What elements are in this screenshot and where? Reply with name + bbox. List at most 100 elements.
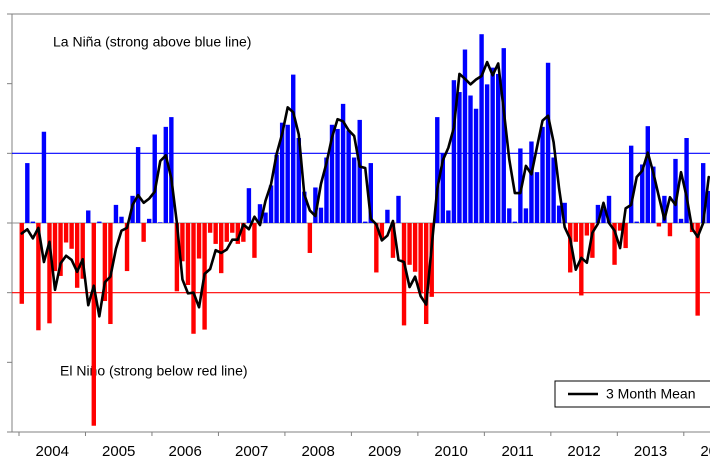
- bar: [540, 126, 545, 223]
- bar: [219, 223, 224, 274]
- bar: [313, 187, 318, 223]
- bar: [19, 223, 24, 304]
- x-tick-label: 2005: [102, 443, 135, 460]
- x-tick-label: 2013: [634, 443, 667, 460]
- bar: [706, 190, 710, 223]
- bar: [58, 223, 63, 276]
- bar: [584, 223, 590, 236]
- bar: [69, 223, 74, 249]
- bar: [163, 126, 169, 223]
- bar: [700, 163, 706, 223]
- bar: [296, 138, 301, 223]
- bar: [473, 108, 479, 223]
- bar: [695, 223, 700, 316]
- x-tick-label: 2014: [700, 443, 710, 460]
- bar: [440, 153, 446, 223]
- bar: [628, 145, 634, 223]
- bar: [401, 223, 407, 326]
- bar: [274, 154, 279, 223]
- bar: [457, 92, 462, 223]
- bar: [518, 148, 523, 223]
- bar: [634, 221, 639, 223]
- bar: [207, 223, 213, 233]
- bar: [468, 95, 473, 223]
- bar: [545, 62, 551, 224]
- bar: [568, 223, 573, 273]
- bar: [74, 223, 80, 288]
- bar: [396, 195, 401, 223]
- bar: [357, 119, 362, 223]
- bar: [285, 124, 290, 223]
- bar: [191, 223, 196, 334]
- bar: [595, 204, 601, 223]
- bar: [340, 103, 346, 223]
- bar: [224, 223, 229, 242]
- bar: [379, 223, 385, 239]
- bar: [52, 223, 58, 272]
- bar: [501, 48, 506, 224]
- bar: [612, 223, 617, 265]
- bar: [623, 223, 628, 249]
- bar: [551, 157, 556, 223]
- bar: [47, 223, 52, 324]
- bar: [534, 172, 540, 223]
- bar: [507, 208, 512, 223]
- mean-line: [20, 60, 710, 318]
- bar: [63, 223, 69, 243]
- bar: [97, 221, 102, 223]
- bar: [196, 223, 202, 259]
- bar: [91, 223, 96, 426]
- bar: [479, 34, 484, 223]
- bar: [418, 223, 423, 294]
- x-tick-label: 2012: [567, 443, 600, 460]
- bar: [230, 223, 235, 233]
- bar: [169, 117, 174, 223]
- bar: [146, 218, 152, 223]
- bar: [512, 221, 518, 223]
- bar: [135, 147, 141, 223]
- bar: [462, 49, 468, 223]
- bar: [80, 223, 85, 279]
- bar: [25, 163, 30, 223]
- bar: [601, 208, 606, 223]
- x-tick-label: 2006: [169, 443, 202, 460]
- annotation: El Niño (strong below red line): [60, 363, 248, 379]
- bar: [307, 223, 313, 253]
- bar: [302, 191, 307, 223]
- bar: [423, 223, 429, 325]
- bar: [651, 166, 656, 223]
- bar: [667, 223, 673, 237]
- bar: [124, 223, 130, 272]
- bar: [257, 204, 263, 223]
- bar: [346, 130, 351, 223]
- bar: [268, 185, 274, 223]
- annotation: La Niña (strong above blue line): [53, 34, 251, 50]
- bar: [36, 223, 41, 331]
- legend-label: 3 Month Mean: [606, 386, 696, 402]
- bar: [390, 223, 396, 258]
- bar: [451, 80, 457, 223]
- bar: [335, 128, 340, 223]
- bar: [446, 210, 451, 223]
- bar: [351, 157, 357, 223]
- bar: [645, 126, 650, 223]
- bar: [590, 223, 595, 258]
- bar: [673, 158, 678, 223]
- bar: [490, 67, 495, 223]
- bar: [412, 223, 418, 272]
- bar: [678, 218, 684, 223]
- bar: [523, 208, 529, 223]
- bar: [119, 216, 124, 223]
- bar: [484, 84, 490, 223]
- bar: [158, 222, 163, 223]
- bar: [213, 223, 218, 244]
- bar: [662, 195, 667, 223]
- bar: [324, 157, 329, 223]
- bar: [180, 223, 185, 262]
- bar: [252, 223, 257, 258]
- bar: [318, 207, 324, 223]
- bar: [329, 124, 335, 223]
- bar: [279, 122, 285, 223]
- bar: [684, 138, 689, 223]
- bar: [556, 205, 562, 223]
